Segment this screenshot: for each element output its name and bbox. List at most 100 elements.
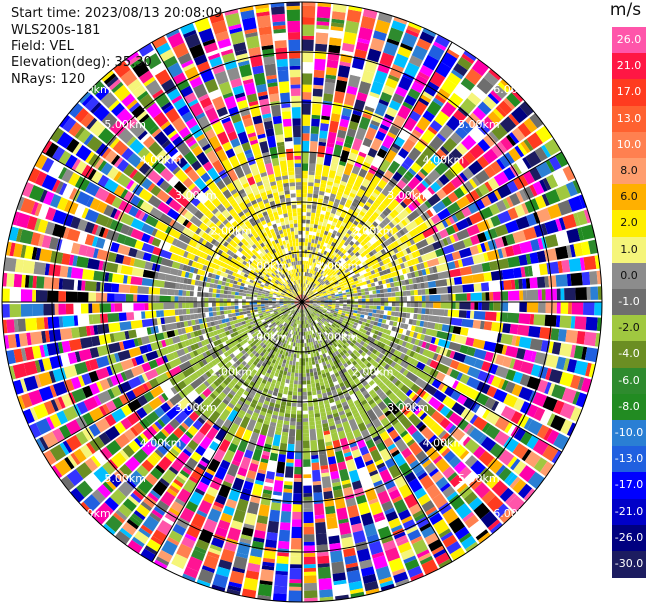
velocity-cell bbox=[412, 345, 418, 352]
velocity-cell bbox=[317, 272, 321, 277]
velocity-cell bbox=[368, 389, 376, 396]
velocity-cell bbox=[313, 310, 318, 314]
velocity-cell bbox=[409, 331, 415, 338]
velocity-cell bbox=[293, 342, 296, 347]
velocity-cell bbox=[341, 401, 348, 407]
velocity-cell bbox=[305, 234, 309, 239]
velocity-cell bbox=[559, 402, 576, 419]
velocity-cell bbox=[303, 309, 305, 314]
velocity-cell bbox=[316, 209, 321, 214]
velocity-cell bbox=[323, 295, 328, 298]
velocity-cell bbox=[394, 438, 408, 453]
velocity-cell bbox=[341, 50, 354, 56]
velocity-cell bbox=[366, 533, 380, 545]
velocity-cell bbox=[320, 280, 325, 285]
velocity-cell bbox=[424, 462, 437, 474]
velocity-cell bbox=[330, 386, 336, 391]
velocity-cell bbox=[398, 483, 413, 499]
velocity-cell bbox=[327, 271, 331, 276]
velocity-cell bbox=[338, 125, 348, 132]
velocity-cell bbox=[323, 309, 327, 312]
velocity-cell bbox=[309, 304, 313, 306]
velocity-cell bbox=[412, 264, 418, 272]
velocity-cell bbox=[430, 181, 442, 193]
velocity-cell bbox=[573, 242, 584, 257]
velocity-cell bbox=[484, 230, 491, 241]
velocity-cell bbox=[446, 261, 456, 270]
velocity-cell bbox=[302, 35, 314, 40]
velocity-cell bbox=[361, 295, 366, 299]
velocity-cell bbox=[32, 303, 44, 317]
velocity-cell bbox=[430, 154, 442, 166]
velocity-cell bbox=[291, 406, 297, 411]
velocity-cell bbox=[317, 317, 321, 322]
velocity-cell bbox=[369, 352, 375, 359]
velocity-cell bbox=[394, 311, 399, 317]
velocity-cell bbox=[371, 243, 378, 249]
velocity-cell bbox=[309, 152, 317, 164]
velocity-cell bbox=[356, 260, 362, 265]
velocity-cell bbox=[332, 481, 341, 487]
velocity-cell bbox=[260, 569, 274, 582]
velocity-cell bbox=[324, 320, 329, 325]
velocity-cell bbox=[407, 529, 422, 541]
velocity-cell bbox=[411, 251, 418, 259]
velocity-cell bbox=[323, 153, 333, 167]
velocity-cell bbox=[335, 296, 340, 299]
velocity-cell bbox=[419, 474, 435, 490]
velocity-cell bbox=[346, 199, 353, 205]
velocity-cell bbox=[450, 547, 466, 561]
velocity-cell bbox=[309, 269, 313, 274]
velocity-cell bbox=[505, 492, 517, 505]
velocity-cell bbox=[337, 260, 342, 265]
velocity-cell bbox=[463, 423, 472, 433]
velocity-cell bbox=[294, 451, 302, 460]
velocity-cell bbox=[317, 331, 321, 336]
velocity-cell bbox=[331, 155, 340, 165]
velocity-cell bbox=[388, 277, 394, 283]
velocity-cell bbox=[325, 312, 330, 316]
velocity-cell bbox=[394, 259, 400, 265]
velocity-cell bbox=[302, 350, 305, 355]
velocity-cell bbox=[304, 296, 307, 300]
velocity-cell bbox=[474, 302, 479, 310]
velocity-cell bbox=[326, 243, 331, 249]
velocity-cell bbox=[302, 152, 309, 164]
velocity-cell bbox=[378, 465, 388, 473]
velocity-cell bbox=[335, 140, 344, 146]
velocity-cell bbox=[332, 322, 337, 326]
velocity-cell bbox=[290, 353, 294, 358]
velocity-cell bbox=[208, 307, 213, 312]
velocity-cell bbox=[367, 147, 378, 158]
velocity-cell bbox=[359, 559, 373, 570]
velocity-cell bbox=[536, 424, 550, 439]
velocity-cell bbox=[182, 308, 187, 315]
velocity-cell bbox=[346, 306, 351, 310]
velocity-cell bbox=[355, 435, 363, 442]
velocity-cell bbox=[350, 352, 355, 358]
velocity-cell bbox=[336, 403, 343, 409]
velocity-cell bbox=[349, 240, 355, 246]
velocity-cell bbox=[352, 254, 357, 260]
velocity-cell bbox=[327, 350, 332, 356]
velocity-cell bbox=[312, 298, 317, 300]
velocity-cell bbox=[305, 331, 308, 336]
velocity-cell bbox=[349, 256, 355, 262]
velocity-cell bbox=[422, 27, 437, 38]
velocity-cell bbox=[393, 16, 408, 25]
velocity-cell bbox=[410, 383, 421, 394]
velocity-cell bbox=[333, 202, 339, 208]
velocity-cell bbox=[468, 497, 483, 511]
velocity-cell bbox=[408, 228, 419, 238]
velocity-cell bbox=[333, 267, 338, 272]
velocity-cell bbox=[281, 431, 289, 437]
velocity-cell bbox=[316, 299, 321, 301]
velocity-cell bbox=[216, 315, 222, 320]
velocity-cell bbox=[234, 305, 239, 310]
velocity-cell bbox=[312, 288, 316, 292]
velocity-cell bbox=[309, 281, 313, 286]
velocity-cell bbox=[343, 486, 354, 497]
velocity-cell bbox=[307, 395, 313, 400]
velocity-cell bbox=[304, 582, 318, 591]
velocity-cell bbox=[361, 305, 366, 309]
